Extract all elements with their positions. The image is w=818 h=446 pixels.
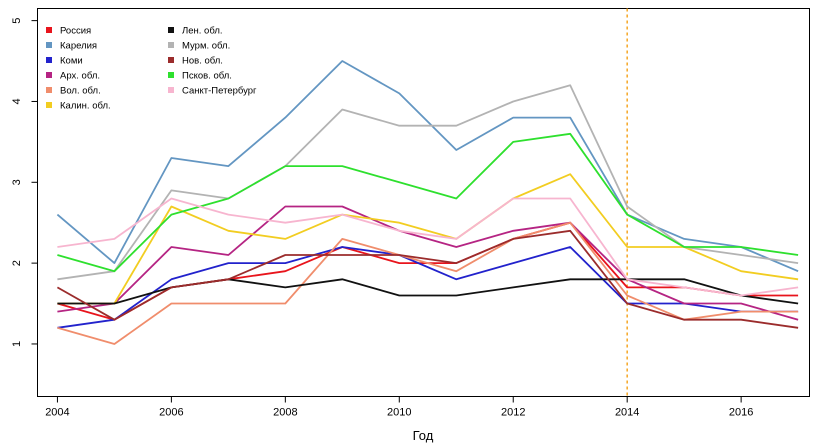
series-layer bbox=[56, 60, 799, 345]
y-tick-label: 5 bbox=[11, 18, 23, 24]
legend-swatch-2 bbox=[46, 42, 52, 48]
series-line-5 bbox=[57, 221, 799, 345]
legend-swatch-8 bbox=[168, 42, 174, 48]
x-tick-label: 2012 bbox=[501, 407, 525, 419]
series-line-9 bbox=[56, 229, 799, 329]
x-tick-label: 2016 bbox=[729, 407, 753, 419]
legend-label-3: Коми bbox=[60, 56, 83, 67]
plot-frame bbox=[37, 8, 810, 397]
legend-swatch-5 bbox=[46, 87, 52, 93]
legend: Россия Карелия Коми Арх. обл. Вол. обл. Калин… bbox=[46, 26, 257, 112]
x-axis-title: Год bbox=[413, 428, 434, 443]
legend-swatch-9 bbox=[168, 57, 174, 63]
legend-swatch-6 bbox=[46, 102, 52, 108]
x-tick-label: 2008 bbox=[273, 407, 297, 419]
x-tick-label: 2014 bbox=[615, 407, 639, 419]
legend-label-10: Псков. обл. bbox=[182, 71, 232, 82]
legend-swatch-1 bbox=[46, 27, 52, 33]
y-tick-label: 4 bbox=[11, 98, 23, 104]
series-line-7 bbox=[57, 278, 799, 305]
legend-label-11: Санкт-Петербург bbox=[182, 86, 257, 97]
series-line-6 bbox=[57, 173, 799, 305]
legend-label-5: Вол. обл. bbox=[60, 86, 101, 97]
series-line-3 bbox=[57, 246, 799, 329]
series-line-10 bbox=[57, 132, 799, 273]
x-tick-label: 2006 bbox=[159, 407, 183, 419]
legend-label-6: Калин. обл. bbox=[60, 101, 111, 112]
legend-label-9: Нов. обл. bbox=[182, 56, 223, 67]
series-line-2 bbox=[56, 60, 799, 273]
legend-swatch-10 bbox=[168, 72, 174, 78]
y-tick-label: 3 bbox=[11, 179, 23, 185]
y-tick-label: 2 bbox=[11, 260, 23, 266]
x-tick-label: 2010 bbox=[387, 407, 411, 419]
legend-swatch-11 bbox=[168, 87, 174, 93]
legend-label-7: Лен. обл. bbox=[182, 26, 223, 37]
x-tick-label: 2004 bbox=[45, 407, 69, 419]
legend-label-1: Россия bbox=[60, 26, 91, 37]
y-tick-label: 1 bbox=[11, 341, 23, 347]
legend-swatch-4 bbox=[46, 72, 52, 78]
series-line-11 bbox=[57, 197, 799, 297]
x-axis: 2004 2006 2008 2010 2012 2014 2016 bbox=[45, 396, 753, 419]
y-axis: 1 2 3 4 5 bbox=[11, 18, 38, 347]
legend-swatch-7 bbox=[168, 27, 174, 33]
legend-label-8: Мурм. обл. bbox=[182, 41, 230, 52]
legend-label-4: Арх. обл. bbox=[60, 71, 100, 82]
legend-swatch-3 bbox=[46, 57, 52, 63]
legend-label-2: Карелия bbox=[60, 41, 97, 52]
series-line-8 bbox=[57, 84, 799, 281]
series-line-4 bbox=[57, 205, 799, 321]
